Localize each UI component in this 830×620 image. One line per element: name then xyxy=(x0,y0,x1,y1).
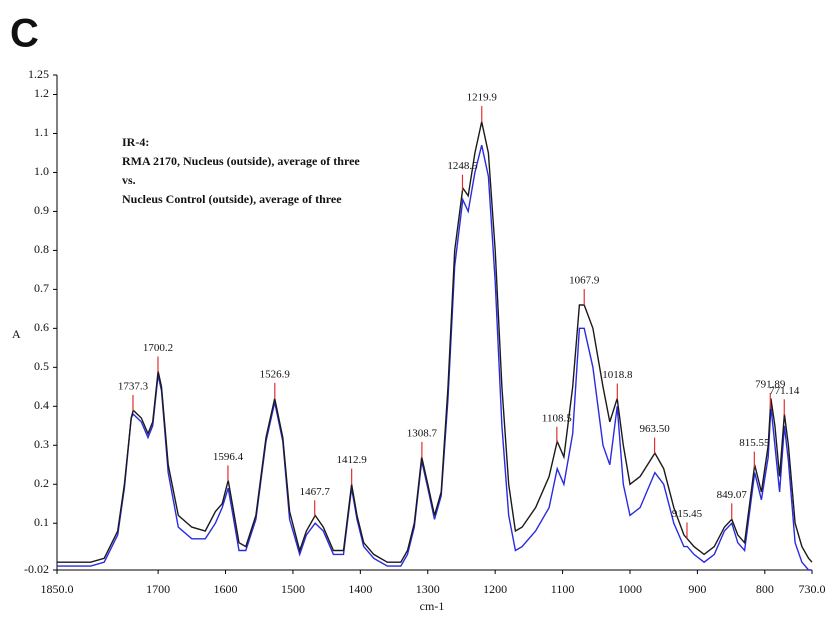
peak-label: 1467.7 xyxy=(300,486,331,498)
spectrum-line xyxy=(57,145,812,570)
chart: C A cm-1 IR-4: RMA 2170, Nucleus (outside… xyxy=(0,0,830,620)
x-tick-label: 1700 xyxy=(146,582,170,596)
x-tick-label: 1400 xyxy=(348,582,372,596)
annotation: RMA 2170, Nucleus (outside), average of … xyxy=(122,154,360,168)
y-tick-label: 0.8 xyxy=(34,242,49,256)
peak-label: 963.50 xyxy=(639,423,670,435)
peak-label: 915.45 xyxy=(672,508,703,520)
x-tick-label: 1300 xyxy=(416,582,440,596)
peak-label: 1248.5 xyxy=(447,160,478,172)
x-tick-label: 800 xyxy=(756,582,774,596)
x-tick-label: 1500 xyxy=(281,582,305,596)
y-tick-label: 1.25 xyxy=(28,67,49,81)
peak-label: 1308.7 xyxy=(407,427,438,439)
peak-label: 1596.4 xyxy=(213,451,244,463)
peak-label: 815.55 xyxy=(739,437,770,449)
x-tick-label: 1200 xyxy=(483,582,507,596)
peak-label: 1108.5 xyxy=(542,412,572,424)
peak-label: 1067.9 xyxy=(569,275,600,287)
x-axis-label: cm-1 xyxy=(420,599,445,613)
y-tick-label: 1.2 xyxy=(34,86,49,100)
y-tick-label: 0.3 xyxy=(34,437,49,451)
x-tick-label: 730.0 xyxy=(799,582,826,596)
peak-label: 1737.3 xyxy=(118,381,149,393)
x-tick-label: 1100 xyxy=(551,582,575,596)
x-tick-label: 1850.0 xyxy=(41,582,74,596)
y-tick-label: 0.2 xyxy=(34,476,49,490)
annotation: IR-4: xyxy=(122,135,149,149)
x-tick-label: 1000 xyxy=(618,582,642,596)
annotation: vs. xyxy=(122,173,136,187)
y-tick-label: 0.5 xyxy=(34,359,49,373)
y-tick-label: 0.6 xyxy=(34,320,49,334)
peak-label: 1412.9 xyxy=(337,454,368,466)
y-axis-label: A xyxy=(12,327,21,341)
peak-label: 1219.9 xyxy=(467,92,498,104)
y-tick-label: -0.02 xyxy=(24,562,49,576)
y-tick-label: 0.9 xyxy=(34,203,49,217)
peak-label: 1526.9 xyxy=(260,368,291,380)
peak-label: 1700.2 xyxy=(143,342,173,354)
x-tick-label: 900 xyxy=(688,582,706,596)
y-tick-label: 0.4 xyxy=(34,398,49,412)
peak-label: 849.07 xyxy=(717,489,748,501)
y-tick-label: 0.1 xyxy=(34,515,49,529)
y-tick-label: 1.1 xyxy=(34,125,49,139)
x-tick-label: 1600 xyxy=(214,582,238,596)
annotation: Nucleus Control (outside), average of th… xyxy=(122,192,342,206)
peak-label: 771.14 xyxy=(769,385,800,397)
y-tick-label: 1.0 xyxy=(34,164,49,178)
y-tick-label: 0.7 xyxy=(34,281,49,295)
panel-label: C xyxy=(10,12,39,56)
peak-label: 1018.8 xyxy=(602,369,633,381)
